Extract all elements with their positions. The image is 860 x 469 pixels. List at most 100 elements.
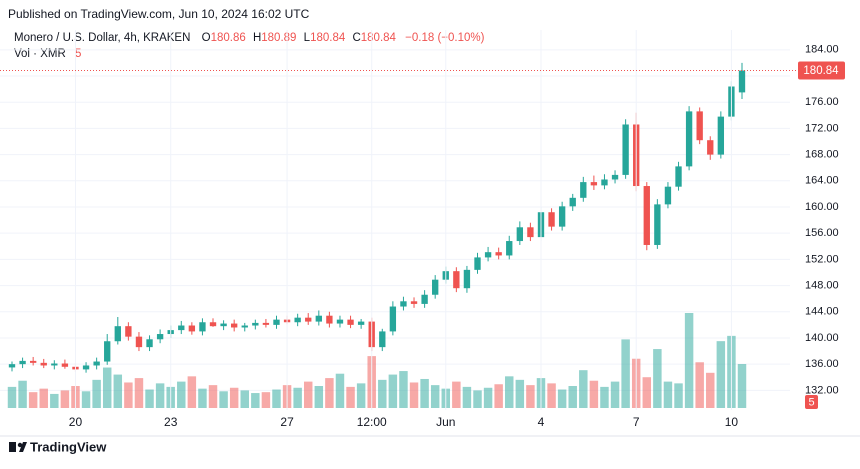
symbol: Monero / U.S. Dollar, 4h, KRAKEN <box>14 32 190 44</box>
volume-bar <box>198 388 207 408</box>
l-label: L <box>304 32 311 44</box>
volume-bar <box>706 372 715 408</box>
candle-body <box>389 306 397 332</box>
candle-body <box>135 336 143 348</box>
candle-body <box>156 334 164 340</box>
candle-body <box>357 321 365 325</box>
candle-body <box>231 323 238 328</box>
volume-bar <box>695 362 704 408</box>
h-label: H <box>253 32 261 44</box>
volume-bar <box>325 378 334 408</box>
volume-bar <box>505 376 514 408</box>
volume-bar <box>473 390 482 408</box>
candle-body <box>252 322 259 326</box>
y-tick-label: 148.00 <box>805 279 839 291</box>
candle-body <box>432 279 439 295</box>
volume-bar <box>737 364 747 408</box>
volume-bar <box>18 380 27 408</box>
volume-bar <box>39 388 48 408</box>
candle-body <box>305 317 312 322</box>
candle-body <box>558 206 566 227</box>
x-tick-label: 23 <box>164 415 178 429</box>
volume-bar <box>515 379 525 408</box>
volume-bar <box>621 339 630 408</box>
x-tick-label: 7 <box>633 415 640 429</box>
volume-bar <box>60 390 70 408</box>
candle-body <box>506 241 513 256</box>
x-tick-label: 4 <box>538 415 545 429</box>
y-tick-label: 184.00 <box>805 44 839 56</box>
candle-body <box>188 325 196 332</box>
volume-bar <box>187 376 197 408</box>
candles <box>8 62 746 373</box>
candle-body <box>209 322 217 327</box>
candle-body <box>220 323 227 327</box>
candle-body <box>569 197 576 207</box>
volume-bar <box>579 370 588 408</box>
y-tick-label: 140.00 <box>805 332 839 344</box>
volume-bar <box>642 377 652 408</box>
c-value: 180.84 <box>361 32 397 44</box>
o-label: O <box>202 32 211 44</box>
o-value: 180.86 <box>211 32 246 44</box>
candle-body <box>717 116 725 155</box>
candle-body <box>104 341 111 362</box>
y-tick-label: 152.00 <box>805 253 839 265</box>
c-label: C <box>352 32 360 44</box>
y-tick-label: 160.00 <box>805 201 839 213</box>
volume-bar <box>113 374 123 408</box>
y-tick-label: 132.00 <box>805 384 839 396</box>
candle-body <box>82 365 90 370</box>
volume-bar <box>219 391 228 408</box>
volume-bar <box>378 379 387 408</box>
candle-body <box>664 186 672 205</box>
x-tick-label: Jun <box>436 415 455 429</box>
candle-body <box>51 363 58 366</box>
candle-body <box>19 360 26 365</box>
candle-body <box>601 179 608 186</box>
y-tick-label: 172.00 <box>805 122 839 134</box>
volume-bar <box>346 386 355 408</box>
volume-bar <box>420 378 429 408</box>
candle-body <box>707 140 714 155</box>
candle-body <box>590 182 598 186</box>
y-tick-label: 176.00 <box>805 96 839 108</box>
volume-bar <box>335 373 345 408</box>
volume-label: Vol · XMR <box>14 48 66 60</box>
volume-bar <box>716 341 726 408</box>
candle-body <box>685 111 693 167</box>
logo-mark <box>19 442 27 452</box>
candle-body <box>93 361 100 366</box>
volume-bar <box>568 386 577 408</box>
volume-bar <box>229 387 239 408</box>
volume-bar <box>155 383 165 408</box>
candle-body <box>611 174 619 180</box>
volume-bar <box>600 386 609 408</box>
candle-body <box>738 70 746 93</box>
x-tick-label: 12:00 <box>357 415 387 429</box>
x-tick-label: 20 <box>69 415 83 429</box>
candle-body <box>474 257 481 270</box>
candle-body <box>580 182 587 198</box>
legend-line: Monero / U.S. Dollar, 4h, KRAKEN O180.86… <box>14 32 485 44</box>
volume-bar <box>177 381 186 408</box>
l-value: 180.84 <box>310 32 346 44</box>
volume-bar <box>145 389 154 408</box>
volume-legend: Vol · XMR 5 <box>14 48 81 60</box>
volume-bar <box>92 379 101 408</box>
volume-bar <box>409 382 419 408</box>
volume-bar <box>589 380 599 408</box>
volume-bar <box>251 393 260 408</box>
volume-bar <box>494 384 503 408</box>
volume-bar <box>674 383 683 408</box>
volume-bar <box>240 390 249 408</box>
y-tick-label: 164.00 <box>805 175 839 187</box>
candle-body <box>29 360 37 363</box>
footer-logo: TradingView <box>9 439 107 454</box>
x-tick-label: 10 <box>725 415 739 429</box>
volume-bar <box>557 389 567 408</box>
y-tick-label: 156.00 <box>805 227 839 239</box>
candle-body <box>527 227 534 238</box>
